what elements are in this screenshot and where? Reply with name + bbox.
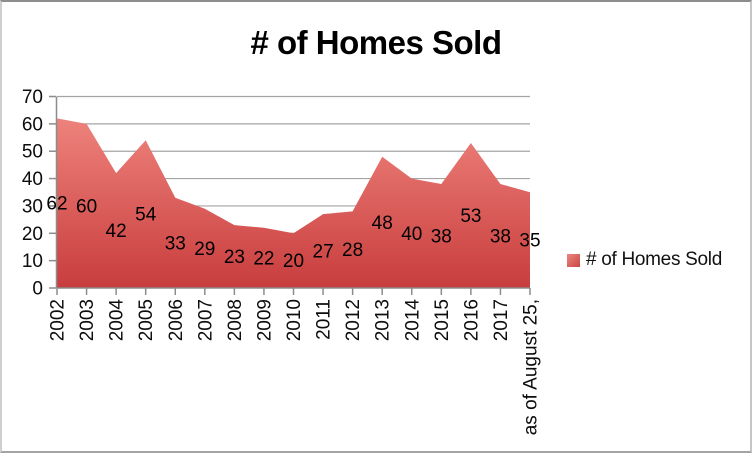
data-label: 23 <box>224 247 245 268</box>
x-tick-label: 2008 <box>225 299 246 341</box>
data-label: 53 <box>460 206 481 227</box>
data-label: 62 <box>46 194 67 215</box>
data-label: 42 <box>106 221 127 242</box>
x-tick-label: 2016 <box>461 299 482 341</box>
y-tick-label: 10 <box>22 251 43 272</box>
data-label: 33 <box>165 233 186 254</box>
x-tick-label: 2004 <box>107 299 128 342</box>
data-label: 20 <box>283 251 304 272</box>
data-label: 38 <box>431 227 452 248</box>
x-tick-label: 2006 <box>166 299 187 341</box>
x-tick-label: 2017 <box>491 299 512 341</box>
y-tick-label: 0 <box>32 279 43 300</box>
y-tick-label: 30 <box>22 196 43 217</box>
legend: # of Homes Sold <box>567 249 722 271</box>
x-tick-label: as of August 25, <box>521 299 542 435</box>
x-tick-label: 2012 <box>343 299 364 341</box>
data-label: 60 <box>76 196 97 217</box>
y-tick-label: 40 <box>22 169 43 190</box>
y-tick-label: 50 <box>22 142 43 163</box>
x-tick-label: 2002 <box>48 299 69 341</box>
data-label: 28 <box>342 240 363 261</box>
y-tick-label: 70 <box>22 87 43 108</box>
x-tick-label: 2010 <box>284 299 305 341</box>
data-label: 38 <box>490 227 511 248</box>
legend-label: # of Homes Sold <box>586 249 722 270</box>
x-tick-label: 2003 <box>77 299 98 341</box>
data-label: 22 <box>253 248 274 269</box>
data-label: 35 <box>519 231 540 252</box>
x-tick-label: 2015 <box>432 299 453 341</box>
y-tick-label: 20 <box>22 224 43 245</box>
data-label: 40 <box>401 224 422 245</box>
chart-title: # of Homes Sold <box>250 24 502 61</box>
y-tick-label: 60 <box>22 114 43 135</box>
x-tick-label: 2011 <box>314 299 335 340</box>
x-tick-label: 2009 <box>254 299 275 341</box>
x-tick-label: 2013 <box>373 299 394 341</box>
legend-swatch-icon <box>567 253 580 267</box>
data-label: 29 <box>194 239 215 260</box>
data-label: 27 <box>313 242 334 263</box>
data-label: 48 <box>372 213 393 234</box>
data-label: 54 <box>135 205 157 226</box>
x-tick-label: 2014 <box>402 299 423 342</box>
x-tick-label: 2005 <box>136 299 157 341</box>
area-series <box>57 118 530 289</box>
x-tick-label: 2007 <box>195 299 216 341</box>
